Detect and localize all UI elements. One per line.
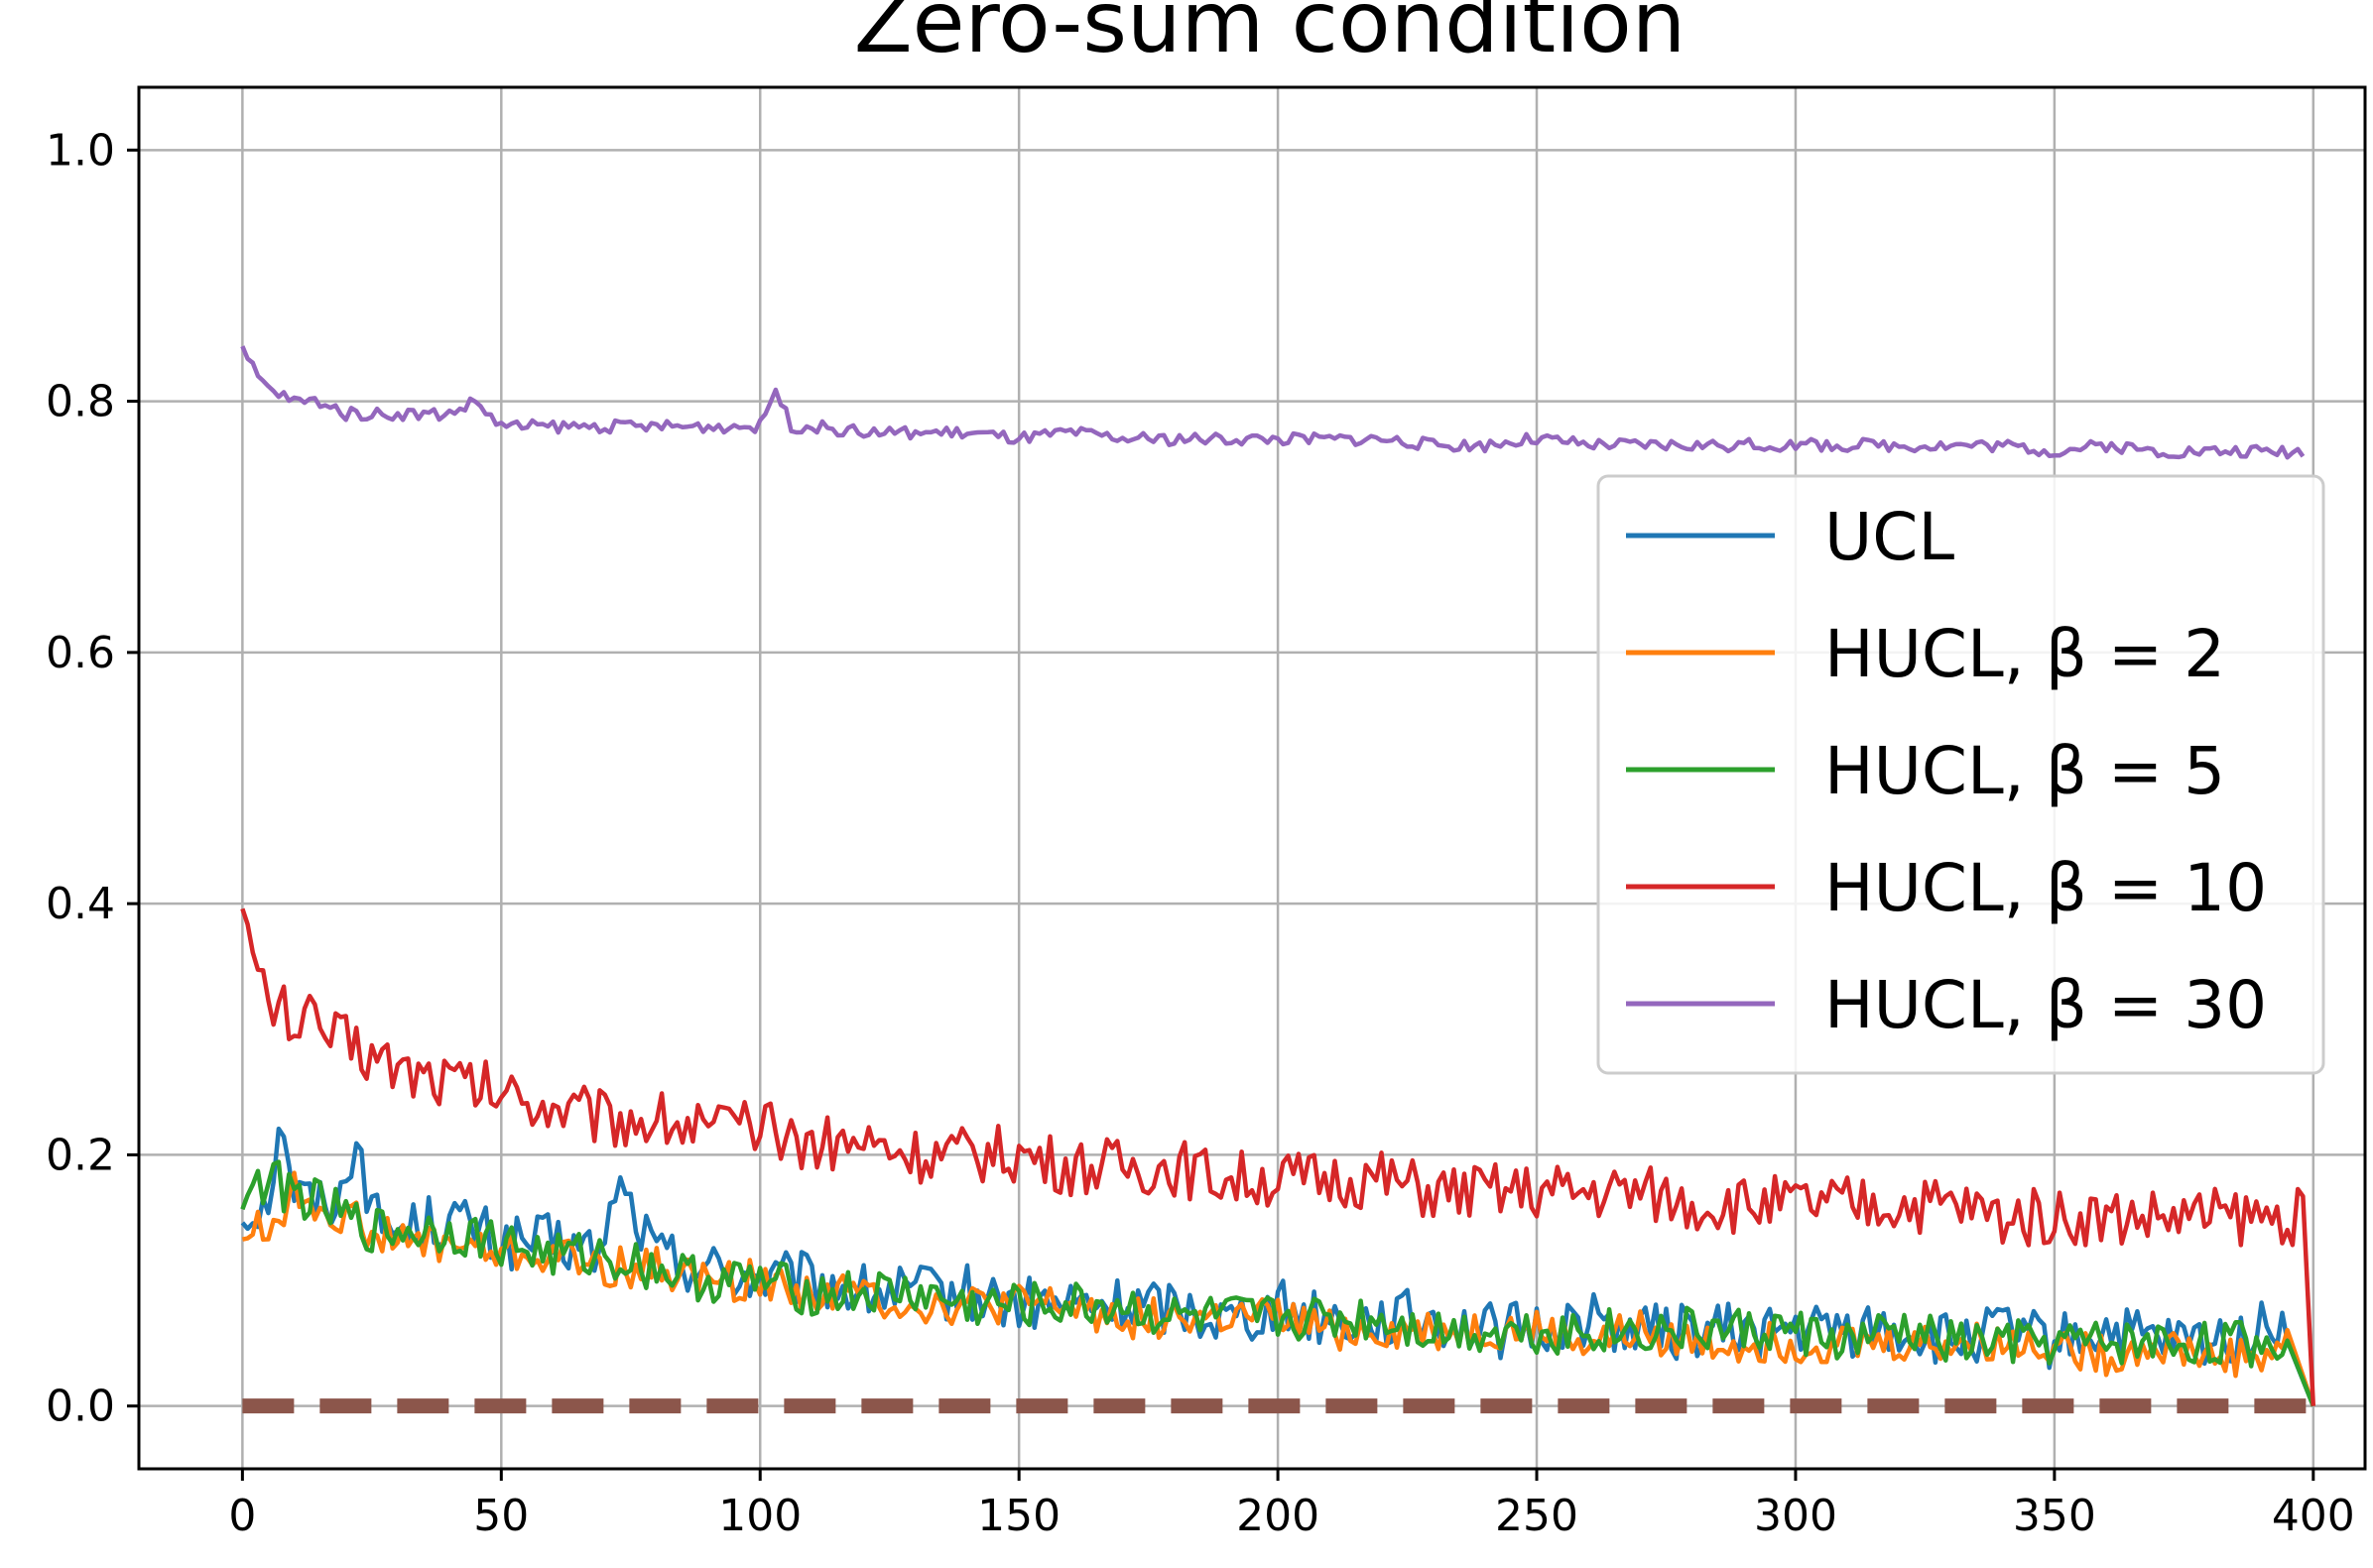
x-tick-label: 200: [1236, 1491, 1319, 1541]
x-tick-label: 0: [228, 1491, 256, 1541]
y-tick-label: 0.6: [46, 628, 115, 678]
x-axis-ticks: 0 50 100 150 200 250 300 350 400: [228, 1469, 2355, 1541]
legend-label: HUCL, β = 5: [1824, 733, 2225, 809]
plot-frame: [137, 85, 2367, 1471]
x-tick-label: 350: [2013, 1491, 2096, 1541]
series-line-3: [240, 907, 2316, 1406]
chart-title: Zero-sum condition: [854, 0, 1686, 72]
x-tick-label: 100: [718, 1491, 802, 1541]
legend-label: UCL: [1824, 499, 1954, 575]
legend-label: HUCL, β = 30: [1824, 967, 2267, 1043]
series-line-2: [240, 1159, 2315, 1407]
series-line-4: [240, 345, 2306, 460]
y-tick-label: 0.2: [46, 1130, 115, 1180]
legend-label: HUCL, β = 2: [1824, 616, 2225, 692]
x-tick-label: 400: [2272, 1491, 2355, 1541]
y-tick-label: 0.0: [46, 1382, 115, 1432]
x-tick-label: 150: [977, 1491, 1061, 1541]
y-axis-ticks: 0.0 0.2 0.4 0.6 0.8 1.0: [46, 125, 139, 1432]
x-tick-label: 250: [1495, 1491, 1578, 1541]
y-tick-label: 0.4: [46, 879, 115, 929]
legend-label: HUCL, β = 10: [1824, 850, 2267, 926]
y-tick-label: 0.8: [46, 377, 115, 427]
legend: UCL HUCL, β = 2 HUCL, β = 5 HUCL, β = 10 HUC…: [1596, 474, 2325, 1075]
x-tick-label: 50: [473, 1491, 529, 1541]
y-tick-label: 1.0: [46, 125, 115, 176]
x-tick-label: 300: [1754, 1491, 1837, 1541]
series-lines: [240, 345, 2316, 1414]
legend-box: [1596, 474, 2325, 1075]
